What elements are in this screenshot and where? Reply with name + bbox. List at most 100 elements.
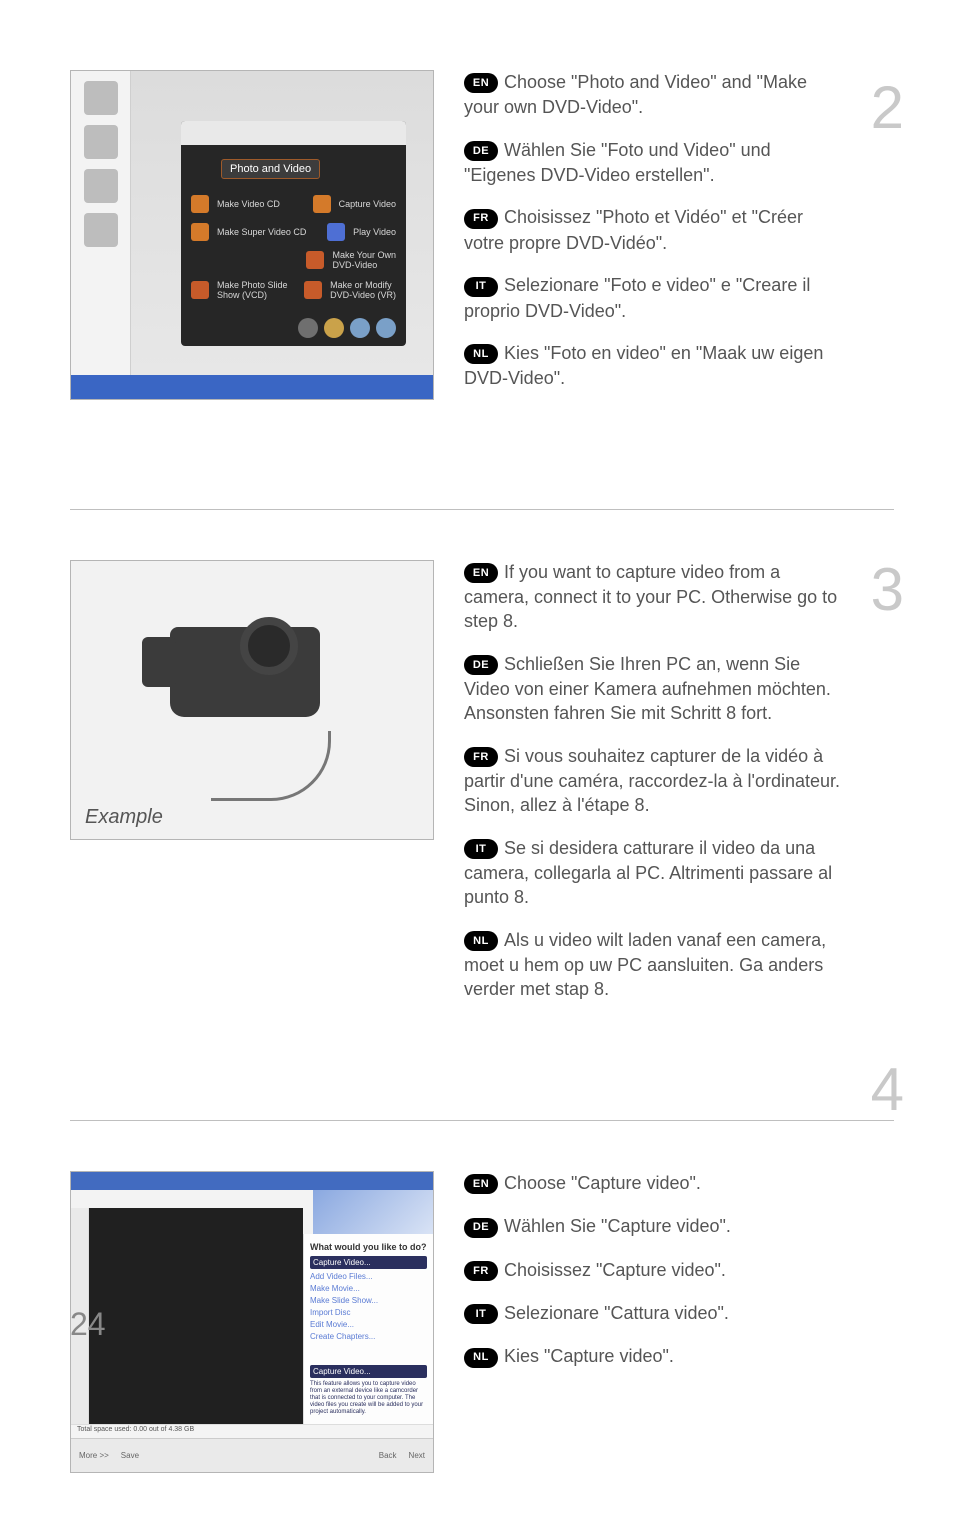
text-column-step-3: ENIf you want to capture video from a ca…: [464, 560, 894, 1020]
footer-next: Next: [409, 1451, 425, 1460]
instruction-nl: NL Kies "Capture video".: [464, 1344, 844, 1369]
screenshot-step-3: Example: [70, 560, 434, 840]
footer-more: More >>: [79, 1451, 109, 1460]
camcorder-icon: [170, 627, 320, 717]
instruction-en: ENChoose "Photo and Video" and "Make you…: [464, 70, 844, 120]
instruction-fr: FRSi vous souhaitez capturer de la vidéo…: [464, 744, 844, 818]
footer-back: Back: [379, 1451, 397, 1460]
manual-page: 2 3 4 Photo and Video Make Video CDCaptu…: [0, 0, 954, 1383]
panel-row: Make Video CDCapture Video: [191, 193, 396, 215]
text-en: Choose "Capture video".: [504, 1173, 701, 1193]
sidebar-link: Make Movie...: [310, 1284, 427, 1293]
example-label: Example: [85, 806, 163, 829]
text-fr: Si vous souhaitez capturer de la vidéo à…: [464, 746, 840, 816]
instruction-fr: FRChoisissez "Photo et Vidéo" et "Créer …: [464, 205, 844, 255]
sidebar-link: Create Chapters...: [310, 1332, 427, 1341]
panel-row: Make Super Video CDPlay Video: [191, 221, 396, 243]
desktop-icon: [84, 125, 118, 159]
section-step-3: Example ENIf you want to capture video f…: [70, 560, 894, 1060]
text-it: Selezionare "Foto e video" e "Creare il …: [464, 275, 810, 320]
cable-icon: [211, 731, 331, 801]
desktop-icon: [84, 169, 118, 203]
instruction-nl: NLAls u video wilt laden vanaf een camer…: [464, 928, 844, 1002]
lang-pill-fr: FR: [464, 1261, 498, 1281]
screenshot-mock-desktop: Photo and Video Make Video CDCapture Vid…: [71, 71, 433, 399]
lang-pill-en: EN: [464, 1174, 498, 1194]
sidebar-heading: What would you like to do?: [310, 1242, 427, 1252]
lang-pill-it: IT: [464, 839, 498, 859]
panel-titlebar: [181, 121, 406, 145]
instruction-it: ITSe si desidera catturare il video da u…: [464, 836, 844, 910]
section-separator: [70, 509, 894, 510]
screenshot-mock-camera: [71, 561, 433, 839]
text-fr: Choisissez "Photo et Vidéo" et "Créer vo…: [464, 207, 803, 252]
lang-pill-de: DE: [464, 655, 498, 675]
lang-pill-it: IT: [464, 277, 498, 297]
nero-panel: Photo and Video Make Video CDCapture Vid…: [181, 121, 406, 346]
nero-logo-corner: [313, 1190, 433, 1234]
sidebar-link: Make Slide Show...: [310, 1296, 427, 1305]
text-en: If you want to capture video from a came…: [464, 562, 837, 632]
screenshot-mock-nero-vision: What would you like to do? Capture Video…: [71, 1172, 433, 1472]
lang-pill-de: DE: [464, 1218, 498, 1238]
instruction-de: DEWählen Sie "Foto und Video" und "Eigen…: [464, 138, 844, 188]
panel-row: Make Your OwnDVD-Video: [191, 249, 396, 271]
desktop-icon: [84, 81, 118, 115]
panel-row: Make Photo SlideShow (VCD)Make or Modify…: [191, 279, 396, 301]
lang-pill-nl: NL: [464, 344, 498, 364]
sidebar-description: This feature allows you to capture video…: [310, 1381, 427, 1417]
instruction-de: DE Wählen Sie "Capture video".: [464, 1214, 844, 1239]
lang-pill-it: IT: [464, 1304, 498, 1324]
desktop-icon: [84, 213, 118, 247]
sidebar-link-capture: Capture Video...: [310, 1256, 427, 1269]
section-separator: [70, 1120, 894, 1121]
lang-pill-nl: NL: [464, 931, 498, 951]
lang-pill-fr: FR: [464, 747, 498, 767]
preview-area: [89, 1208, 303, 1438]
instruction-it: IT Selezionare "Cattura video".: [464, 1301, 844, 1326]
sidebar-link: Import Disc: [310, 1308, 427, 1317]
section-step-2: Photo and Video Make Video CDCapture Vid…: [70, 70, 894, 449]
text-column-step-2: ENChoose "Photo and Video" and "Make you…: [464, 70, 894, 409]
text-fr: Choisissez "Capture video".: [504, 1260, 726, 1280]
text-column-step-4: EN Choose "Capture video". DE Wählen Sie "…: [464, 1171, 894, 1388]
screenshot-step-2: Photo and Video Make Video CDCapture Vid…: [70, 70, 434, 400]
footer-save: Save: [121, 1451, 139, 1460]
text-de: Wählen Sie "Capture video".: [504, 1216, 731, 1236]
screenshot-step-4: What would you like to do? Capture Video…: [70, 1171, 434, 1473]
instruction-de: DESchließen Sie Ihren PC an, wenn Sie Vi…: [464, 652, 844, 726]
instruction-en: ENIf you want to capture video from a ca…: [464, 560, 844, 634]
text-it: Selezionare "Cattura video".: [504, 1303, 729, 1323]
text-en: Choose "Photo and Video" and "Make your …: [464, 72, 807, 117]
instruction-nl: NLKies "Foto en video" en "Maak uw eigen…: [464, 341, 844, 391]
instruction-fr: FR Choisissez "Capture video".: [464, 1258, 844, 1283]
text-nl: Kies "Foto en video" en "Maak uw eigen D…: [464, 343, 823, 388]
text-nl: Kies "Capture video".: [504, 1346, 674, 1366]
lang-pill-en: EN: [464, 563, 498, 583]
instruction-it: ITSelezionare "Foto e video" e "Creare i…: [464, 273, 844, 323]
step-number-3: 3: [871, 560, 904, 620]
lang-pill-fr: FR: [464, 209, 498, 229]
page-number: 24: [70, 1306, 106, 1343]
step-number-4: 4: [871, 1060, 904, 1120]
panel-tab-photo-video: Photo and Video: [221, 159, 320, 179]
text-de: Schließen Sie Ihren PC an, wenn Sie Vide…: [464, 654, 831, 724]
space-bar: Total space used: 0.00 out of 4.38 GB: [71, 1424, 433, 1438]
lang-pill-en: EN: [464, 73, 498, 93]
panel-button-row: [298, 318, 396, 338]
step-number-2: 2: [871, 78, 904, 138]
window-titlebar: [71, 1172, 433, 1190]
instruction-en: EN Choose "Capture video".: [464, 1171, 844, 1196]
text-nl: Als u video wilt laden vanaf een camera,…: [464, 930, 826, 1000]
desktop-sidebar: [71, 71, 131, 375]
sidebar-link: Add Video Files...: [310, 1272, 427, 1281]
taskbar: [71, 375, 433, 399]
lang-pill-de: DE: [464, 141, 498, 161]
lang-pill-nl: NL: [464, 1348, 498, 1368]
text-it: Se si desidera catturare il video da una…: [464, 838, 832, 908]
sidebar-highlight: Capture Video...: [310, 1365, 427, 1378]
text-de: Wählen Sie "Foto und Video" und "Eigenes…: [464, 140, 771, 185]
sidebar-link: Edit Movie...: [310, 1320, 427, 1329]
footer-bar: More >> Save Back Next: [71, 1438, 433, 1472]
task-sidebar: What would you like to do? Capture Video…: [303, 1234, 433, 1438]
